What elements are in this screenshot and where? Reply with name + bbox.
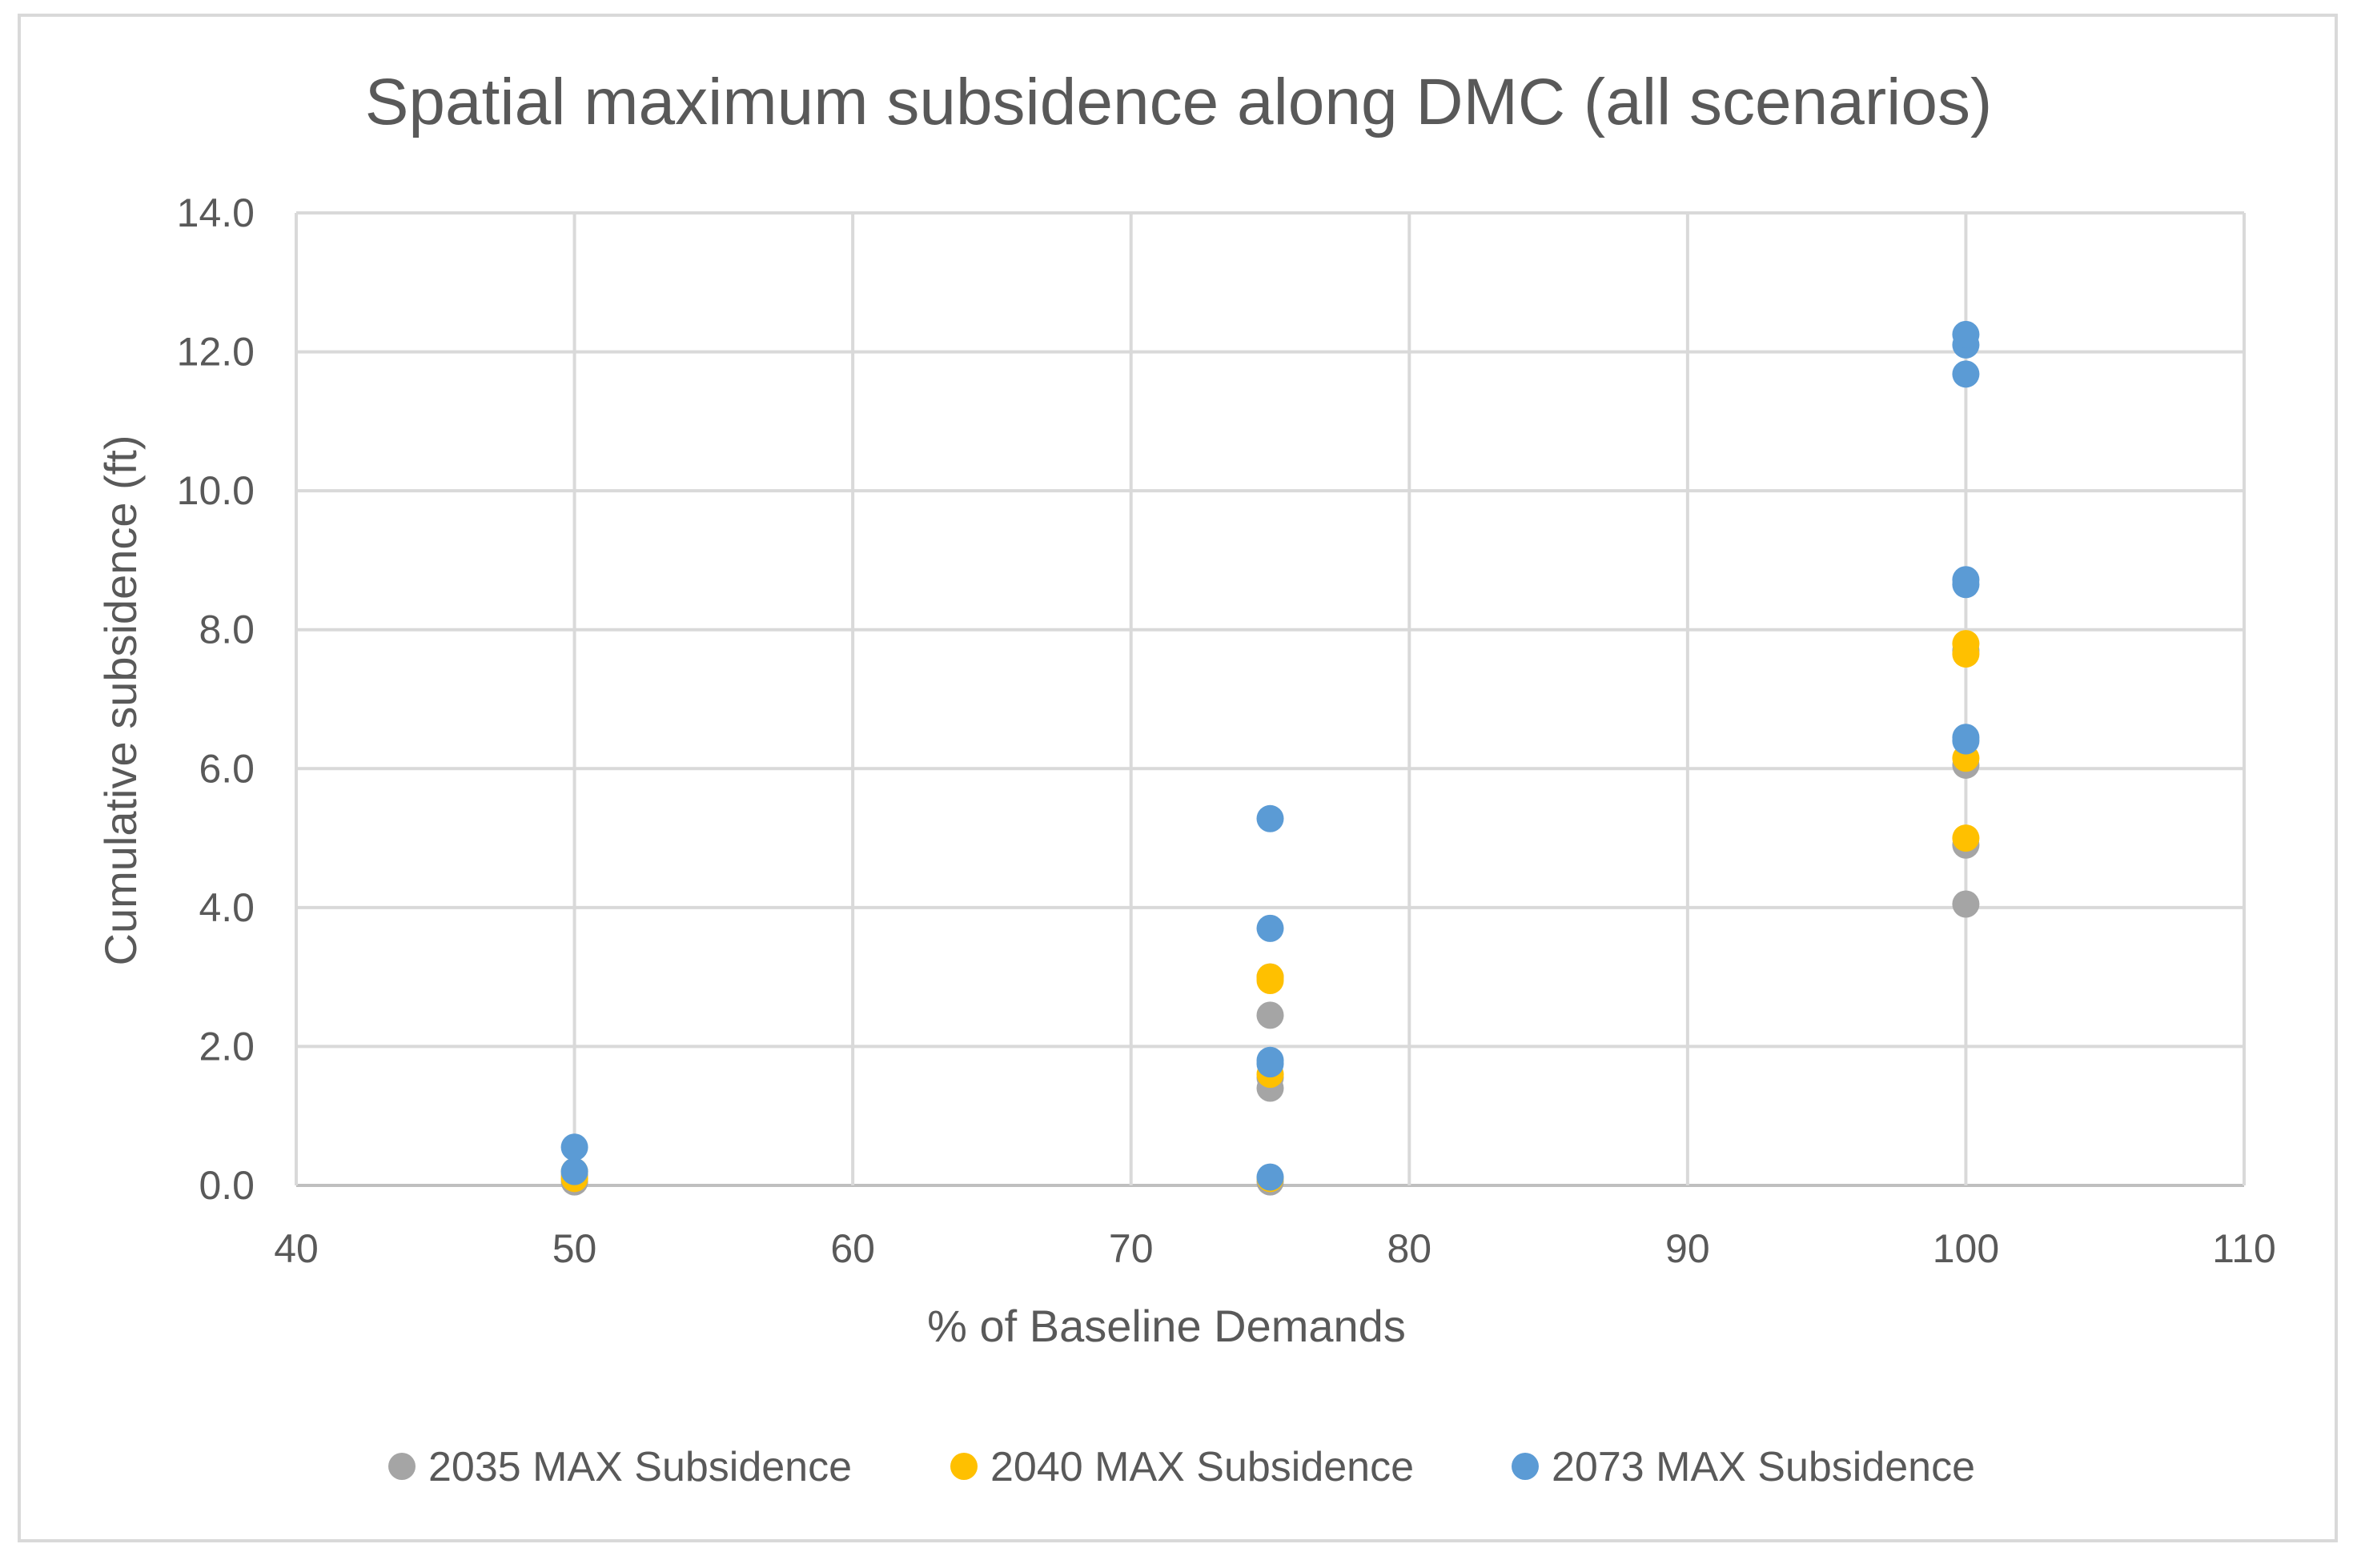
data-point [1952, 630, 1980, 658]
data-point [1256, 804, 1284, 832]
legend-label: 2040 MAX Subsidence [990, 1444, 1414, 1490]
data-point [1952, 890, 1980, 918]
legend-label: 2035 MAX Subsidence [428, 1444, 852, 1490]
y-tick-label: 4.0 [199, 885, 255, 930]
series-2073 [560, 320, 1980, 1191]
legend: 2035 MAX Subsidence 2040 MAX Subsidence 20… [388, 1444, 1975, 1490]
legend-marker [1512, 1453, 1539, 1480]
x-tick-label: 110 [2212, 1226, 2276, 1271]
y-tick-label: 14.0 [177, 190, 255, 235]
y-tick-label: 6.0 [199, 746, 255, 791]
data-points [560, 320, 1980, 1196]
y-axis-ticks: 0.0 2.0 4.0 6.0 8.0 10.0 12.0 14.0 [177, 190, 255, 1208]
x-tick-label: 90 [1665, 1226, 1710, 1271]
y-axis-label: Cumulative subsidence (ft) [95, 435, 146, 966]
data-point [1952, 824, 1980, 852]
y-tick-label: 2.0 [199, 1024, 255, 1069]
y-tick-label: 0.0 [199, 1163, 255, 1208]
x-tick-label: 100 [1933, 1226, 1999, 1271]
chart-frame [18, 14, 2338, 1542]
data-point [1256, 914, 1284, 942]
data-point [560, 1157, 588, 1185]
chart-title: Spatial maximum subsidence along DMC (al… [365, 66, 1993, 138]
y-tick-label: 8.0 [199, 608, 255, 652]
x-axis-label: % of Baseline Demands [927, 1301, 1406, 1351]
data-point [1256, 963, 1284, 991]
x-tick-label: 80 [1387, 1226, 1431, 1271]
legend-label: 2073 MAX Subsidence [1552, 1444, 1975, 1490]
data-point [1952, 360, 1980, 388]
x-tick-label: 70 [1109, 1226, 1154, 1271]
data-point [1952, 566, 1980, 594]
legend-marker [388, 1453, 416, 1480]
data-point [1952, 320, 1980, 348]
data-point [1256, 1163, 1284, 1191]
data-point [1256, 1046, 1284, 1074]
data-point [560, 1133, 588, 1161]
legend-marker [950, 1453, 978, 1480]
x-tick-label: 40 [274, 1226, 319, 1271]
series-2040 [560, 630, 1980, 1193]
y-tick-label: 12.0 [177, 330, 255, 375]
x-axis-ticks: 40 50 60 70 80 90 100 110 [274, 1226, 2276, 1271]
x-tick-label: 50 [552, 1226, 597, 1271]
data-point [1256, 1001, 1284, 1029]
x-tick-label: 60 [830, 1226, 875, 1271]
grid-lines [295, 211, 2246, 1187]
data-point [1952, 724, 1980, 752]
y-tick-label: 10.0 [177, 468, 255, 513]
